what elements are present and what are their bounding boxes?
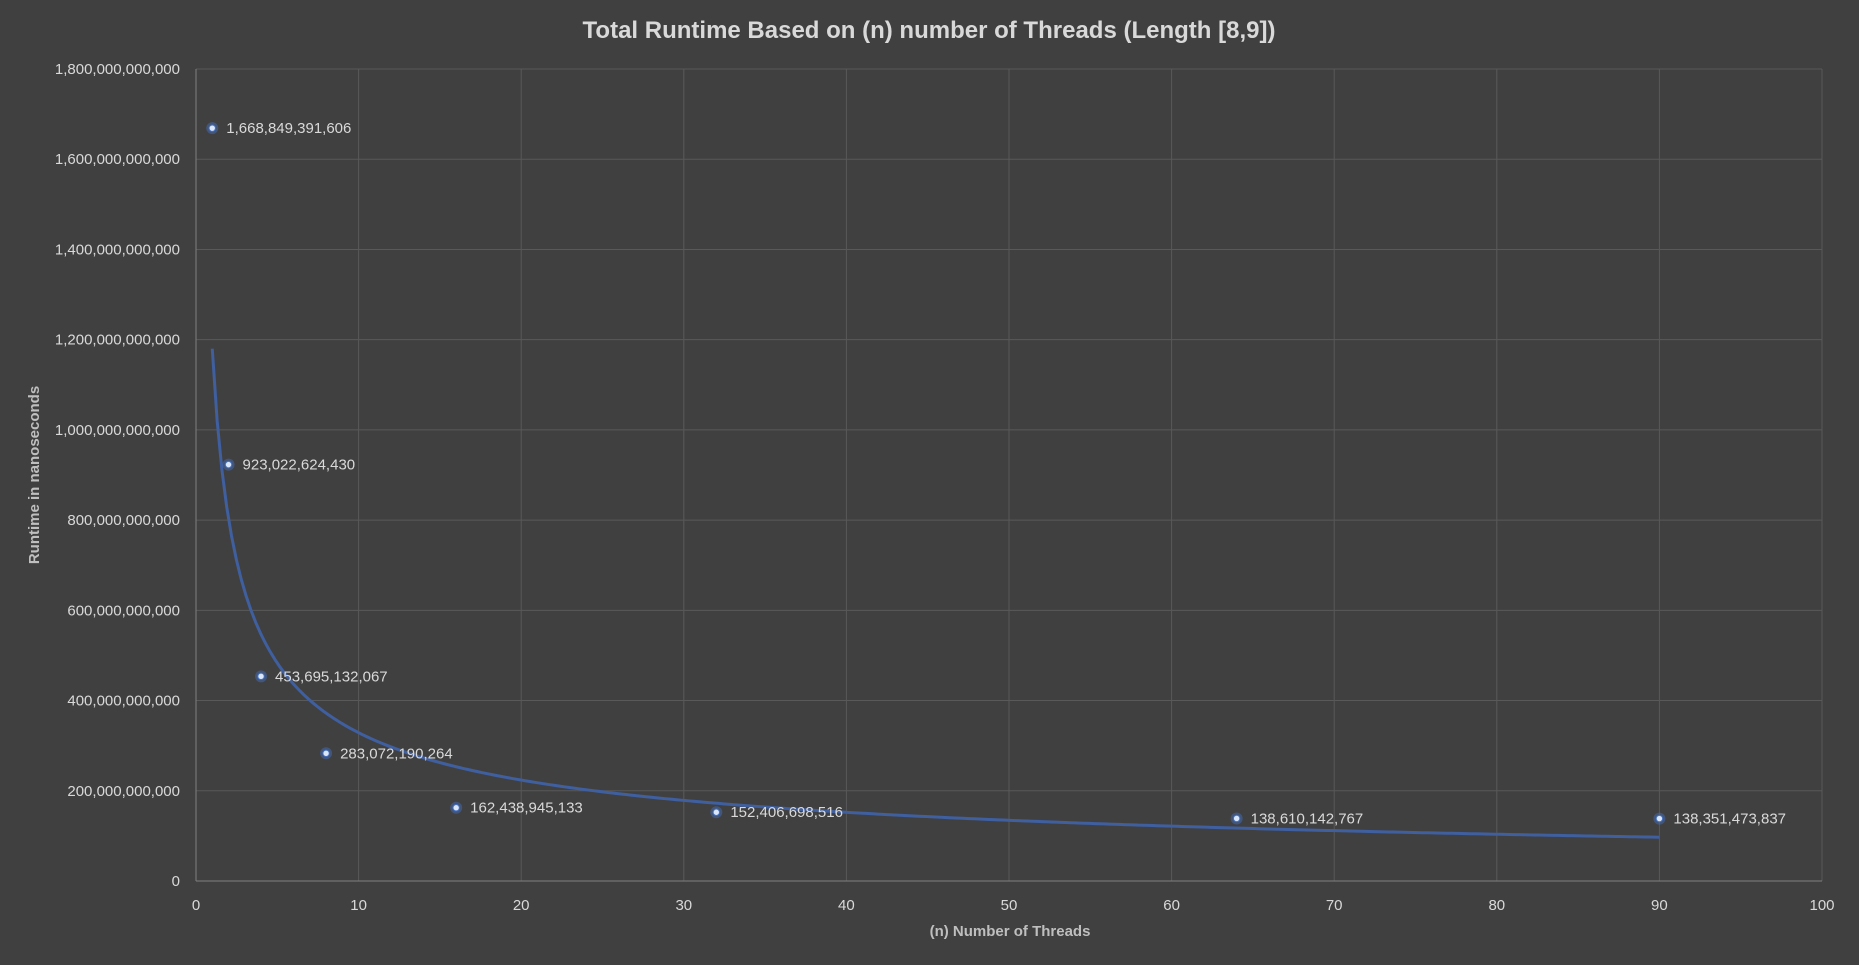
data-label: 162,438,945,133 [470,800,583,817]
x-tick-label: 0 [192,897,200,914]
y-tick-label: 1,600,000,000,000 [55,151,180,168]
data-point [1655,814,1664,823]
y-tick-label: 0 [172,873,180,890]
x-tick-label: 40 [838,897,855,914]
data-label: 453,695,132,067 [275,668,388,685]
axes: 0 200,000,000,000 400,000,000,000 600,000,0… [55,61,1835,914]
y-tick-label: 1,000,000,000,000 [55,422,180,439]
y-tick-label: 600,000,000,000 [67,602,180,619]
data-label: 152,406,698,516 [730,804,843,821]
x-tick-label: 10 [350,897,367,914]
data-point [208,124,216,132]
data-label: 1,668,849,391,606 [226,120,351,137]
x-tick-label: 30 [675,897,692,914]
data-points [206,122,1666,825]
data-label: 923,022,624,430 [243,457,356,474]
data-point [1232,814,1241,823]
data-label: 138,610,142,767 [1251,810,1364,827]
trendline-layer [210,348,1660,839]
data-point [257,672,265,681]
data-labels: 1,668,849,391,606 923,022,624,430 453,695,… [226,120,1786,827]
y-axis-title: Runtime in nanoseconds [26,386,43,564]
data-point [452,804,460,812]
y-tick-label: 400,000,000,000 [67,693,180,710]
data-point [712,808,721,816]
gridlines [196,68,1823,881]
power-trendline [210,348,1660,839]
y-tick-label: 1,200,000,000,000 [55,332,180,349]
x-tick-label: 100 [1809,897,1834,914]
data-label: 283,072,190,264 [340,745,453,762]
data-point [322,749,330,758]
x-tick-label: 90 [1651,897,1668,914]
x-tick-label: 50 [1001,897,1018,914]
x-tick-label: 20 [513,897,530,914]
data-point [224,460,233,469]
chart-title: Total Runtime Based on (n) number of Thr… [583,17,1276,44]
x-axis-title: (n) Number of Threads [930,923,1091,940]
x-tick-label: 60 [1163,897,1180,914]
y-tick-label: 200,000,000,000 [67,783,180,800]
x-tick-label: 80 [1488,897,1505,914]
y-tick-label: 1,400,000,000,000 [55,241,180,258]
y-tick-label: 800,000,000,000 [67,512,180,529]
data-label: 138,351,473,837 [1673,811,1786,828]
x-tick-label: 70 [1326,897,1343,914]
y-tick-label: 1,800,000,000,000 [55,61,180,78]
